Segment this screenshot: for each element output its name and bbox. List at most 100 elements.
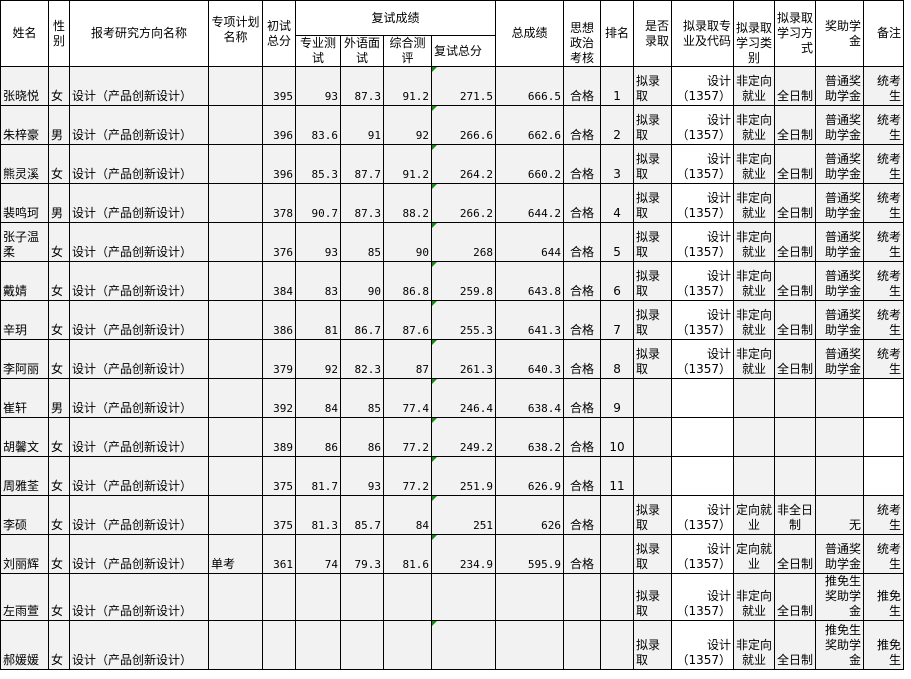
cell-political[interactable]: 合格 (563, 261, 602, 301)
cell-admit[interactable] (633, 378, 673, 418)
cell-total[interactable]: 643.8 (495, 261, 565, 301)
cell-retest-major[interactable]: 84 (295, 378, 341, 418)
cell-admit[interactable] (633, 456, 673, 496)
cell-direction[interactable]: 设计（产品创新设计） (69, 66, 209, 106)
cell-political[interactable]: 合格 (563, 300, 602, 340)
header-direction[interactable]: 报考研究方向名称 (69, 0, 209, 67)
cell-name[interactable]: 周雅荃 (0, 456, 49, 496)
cell-gender[interactable]: 女 (48, 620, 70, 670)
cell-prelim-total[interactable]: 375 (262, 456, 296, 496)
cell-admit[interactable]: 拟录取 (633, 261, 673, 301)
cell-remarks[interactable]: 统考生 (863, 339, 905, 379)
cell-total[interactable]: 662.6 (495, 105, 565, 145)
cell-name[interactable]: 熊灵溪 (0, 144, 49, 184)
header-name[interactable]: 姓名 (0, 0, 49, 67)
cell-scholarship[interactable]: 普通奖助学金 (815, 105, 865, 145)
cell-major-code[interactable]: 设计（1357） (671, 534, 735, 574)
cell-study-type[interactable]: 非定向就业 (733, 183, 776, 223)
cell-major-code[interactable]: 设计（1357） (671, 222, 735, 262)
cell-political[interactable]: 合格 (563, 183, 602, 223)
cell-scholarship[interactable]: 普通奖助学金 (815, 339, 865, 379)
cell-major-code[interactable]: 设计（1357） (671, 620, 735, 670)
cell-remarks[interactable] (863, 378, 905, 418)
cell-retest-language[interactable]: 82.3 (340, 339, 384, 379)
cell-total[interactable]: 666.5 (495, 66, 565, 106)
cell-study-mode[interactable]: 非全日制 (774, 495, 817, 535)
cell-retest-major[interactable]: 83.6 (295, 105, 341, 145)
cell-retest-major[interactable]: 85.3 (295, 144, 341, 184)
cell-gender[interactable]: 女 (48, 144, 70, 184)
cell-total[interactable]: 638.4 (495, 378, 565, 418)
cell-special-plan[interactable] (208, 144, 263, 184)
cell-special-plan[interactable] (208, 222, 263, 262)
cell-name[interactable]: 裴鸣珂 (0, 183, 49, 223)
cell-remarks[interactable] (863, 456, 905, 496)
cell-retest-major[interactable]: 81.7 (295, 456, 341, 496)
cell-admit[interactable]: 拟录取 (633, 66, 673, 106)
cell-retest-total[interactable]: 259.8 (430, 261, 497, 301)
header-major-code[interactable]: 拟录取专业及代码 (671, 0, 735, 67)
cell-gender[interactable]: 男 (48, 105, 70, 145)
cell-retest-total[interactable]: 264.2 (430, 144, 497, 184)
cell-rank[interactable]: 10 (600, 417, 635, 457)
cell-special-plan[interactable] (208, 620, 263, 670)
header-prelim-total[interactable]: 初试总分 (262, 0, 296, 67)
header-retest-total[interactable]: 复试总分 (430, 35, 497, 67)
cell-retest-comprehensive[interactable]: 77.2 (383, 456, 432, 496)
cell-retest-language[interactable]: 87.3 (340, 66, 384, 106)
cell-remarks[interactable]: 统考生 (863, 66, 905, 106)
cell-prelim-total[interactable]: 389 (262, 417, 296, 457)
header-rank[interactable]: 排名 (600, 0, 635, 67)
cell-study-type[interactable]: 非定向就业 (733, 144, 776, 184)
cell-special-plan[interactable]: 单考 (208, 534, 263, 574)
cell-retest-major[interactable]: 92 (295, 339, 341, 379)
cell-study-type[interactable]: 非定向就业 (733, 261, 776, 301)
cell-admit[interactable]: 拟录取 (633, 105, 673, 145)
cell-study-type[interactable]: 非定向就业 (733, 66, 776, 106)
cell-retest-comprehensive[interactable]: 88.2 (383, 183, 432, 223)
cell-direction[interactable]: 设计（产品创新设计） (69, 339, 209, 379)
cell-special-plan[interactable] (208, 105, 263, 145)
cell-special-plan[interactable] (208, 378, 263, 418)
cell-retest-comprehensive[interactable]: 91.2 (383, 66, 432, 106)
cell-prelim-total[interactable]: 379 (262, 339, 296, 379)
cell-retest-total[interactable]: 268 (430, 222, 497, 262)
cell-retest-major[interactable]: 93 (295, 66, 341, 106)
cell-study-type[interactable]: 定向就业 (733, 534, 776, 574)
cell-major-code[interactable]: 设计（1357） (671, 261, 735, 301)
cell-admit[interactable]: 拟录取 (633, 300, 673, 340)
cell-scholarship[interactable]: 推免生奖助学金 (815, 573, 865, 621)
cell-special-plan[interactable] (208, 300, 263, 340)
header-special-plan[interactable]: 专项计划名称 (208, 0, 263, 67)
cell-retest-total[interactable] (430, 573, 497, 621)
cell-admit[interactable]: 拟录取 (633, 339, 673, 379)
cell-direction[interactable]: 设计（产品创新设计） (69, 144, 209, 184)
cell-prelim-total[interactable]: 386 (262, 300, 296, 340)
cell-political[interactable]: 合格 (563, 66, 602, 106)
cell-remarks[interactable]: 推免生 (863, 573, 905, 621)
cell-direction[interactable]: 设计（产品创新设计） (69, 105, 209, 145)
cell-political[interactable]: 合格 (563, 222, 602, 262)
cell-remarks[interactable]: 推免生 (863, 620, 905, 670)
cell-direction[interactable]: 设计（产品创新设计） (69, 534, 209, 574)
cell-study-mode[interactable]: 全日制 (774, 573, 817, 621)
cell-political[interactable]: 合格 (563, 144, 602, 184)
cell-retest-major[interactable]: 81.3 (295, 495, 341, 535)
cell-political[interactable] (563, 573, 602, 621)
cell-retest-major[interactable]: 74 (295, 534, 341, 574)
cell-rank[interactable]: 8 (600, 339, 635, 379)
cell-major-code[interactable]: 设计（1357） (671, 300, 735, 340)
cell-major-code[interactable] (671, 378, 735, 418)
cell-major-code[interactable]: 设计（1357） (671, 66, 735, 106)
cell-scholarship[interactable]: 普通奖助学金 (815, 222, 865, 262)
cell-scholarship[interactable]: 普通奖助学金 (815, 144, 865, 184)
cell-gender[interactable]: 女 (48, 222, 70, 262)
cell-major-code[interactable]: 设计（1357） (671, 183, 735, 223)
cell-scholarship[interactable] (815, 378, 865, 418)
cell-rank[interactable] (600, 620, 635, 670)
cell-total[interactable]: 626 (495, 495, 565, 535)
cell-retest-comprehensive[interactable]: 81.6 (383, 534, 432, 574)
cell-name[interactable]: 胡馨文 (0, 417, 49, 457)
cell-scholarship[interactable]: 普通奖助学金 (815, 183, 865, 223)
cell-retest-total[interactable]: 271.5 (430, 66, 497, 106)
